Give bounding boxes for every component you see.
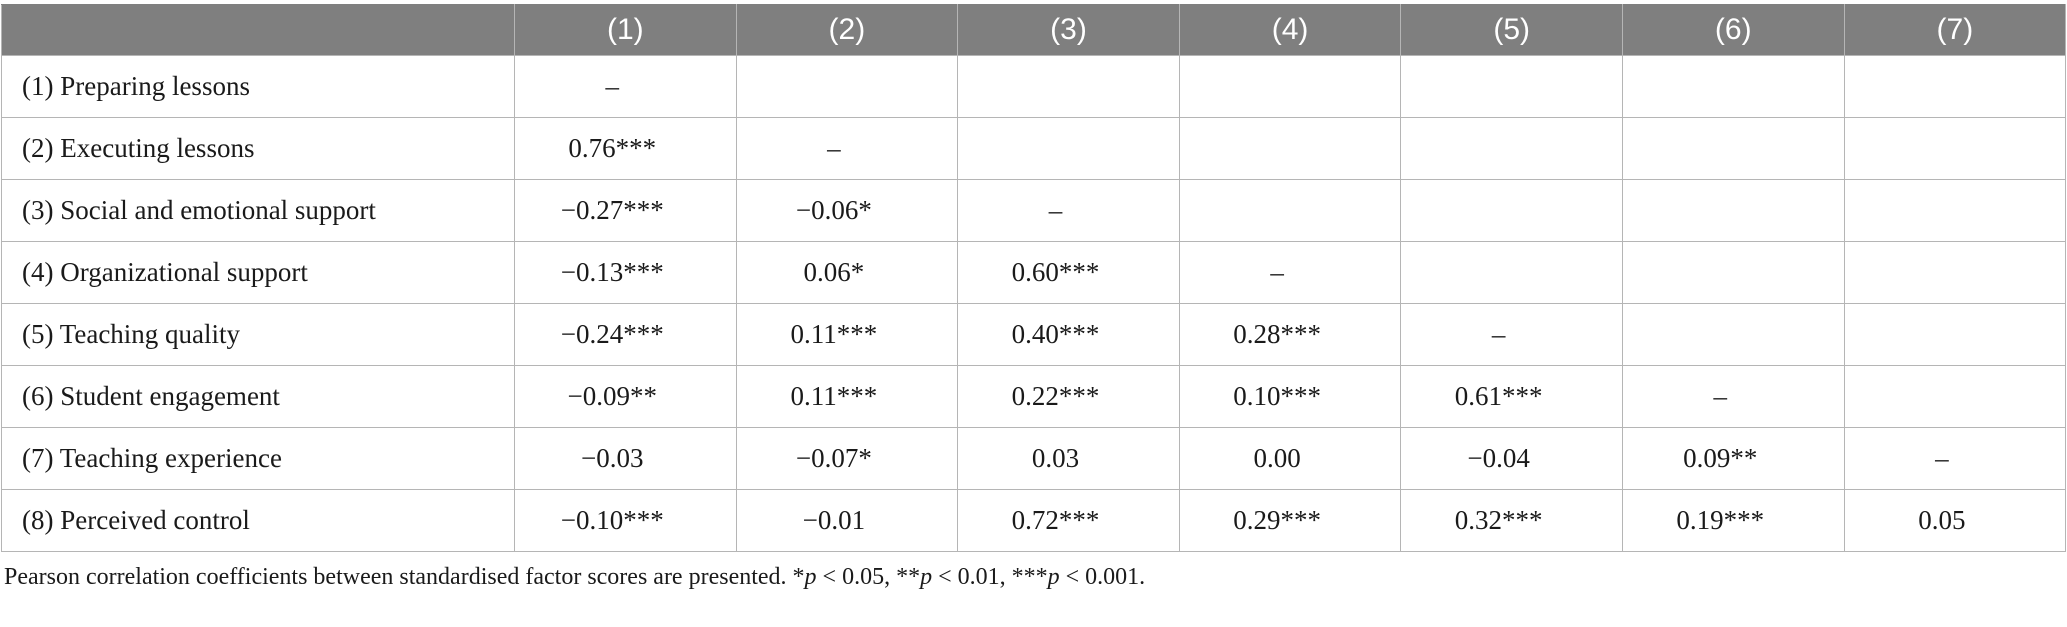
table-cell: 0.11*** [735, 303, 959, 366]
table-row: (6) Student engagement −0.09** 0.11*** 0… [1, 365, 2067, 428]
column-header: (6) [1621, 4, 1845, 56]
column-header: (5) [1400, 4, 1623, 56]
table-cell [735, 55, 959, 118]
table-cell: 0.09** [1621, 427, 1845, 490]
footnote-stars: * [792, 564, 805, 590]
table-row: (5) Teaching quality −0.24*** 0.11*** 0.… [1, 303, 2067, 366]
footnote-p-symbol: p [1047, 564, 1060, 590]
row-label: (6) Student engagement [1, 365, 515, 428]
table-cell [1400, 179, 1623, 242]
table-row: (3) Social and emotional support −0.27**… [1, 179, 2067, 242]
table-cell: – [1843, 427, 2067, 490]
table-cell: 0.29*** [1178, 489, 1402, 552]
column-header: (4) [1178, 4, 1402, 56]
footnote-threshold: < 0.05, [816, 564, 897, 590]
column-header: (2) [735, 4, 959, 56]
table-cell: 0.22*** [957, 365, 1180, 428]
table-cell: −0.27*** [514, 179, 737, 242]
table-cell: 0.10*** [1178, 365, 1402, 428]
table-cell: −0.04 [1400, 427, 1623, 490]
row-label: (2) Executing lessons [1, 117, 515, 180]
table-cell [1843, 241, 2067, 304]
table-cell [1400, 55, 1623, 118]
table-cell: 0.72*** [957, 489, 1180, 552]
header-row: (1) (2) (3) (4) (5) (6) (7) [1, 4, 2067, 56]
table-cell: – [1621, 365, 1845, 428]
row-label: (1) Preparing lessons [1, 55, 515, 118]
table-cell: 0.61*** [1400, 365, 1623, 428]
footnote-p-symbol: p [804, 564, 817, 590]
table-cell [957, 55, 1180, 118]
column-header: (3) [957, 4, 1180, 56]
table-cell [957, 117, 1180, 180]
header-corner-cell [1, 4, 515, 56]
footnote-threshold: < 0.01, [932, 564, 1012, 590]
table-cell [1621, 179, 1845, 242]
table-cell: 0.05 [1843, 489, 2067, 552]
row-label: (5) Teaching quality [1, 303, 515, 366]
table-row: (4) Organizational support −0.13*** 0.06… [1, 241, 2067, 304]
table-cell: – [957, 179, 1180, 242]
table-row: (1) Preparing lessons – [1, 55, 2067, 118]
table-cell [1178, 117, 1402, 180]
table-cell [1178, 55, 1402, 118]
row-label: (4) Organizational support [1, 241, 515, 304]
table-cell: 0.28*** [1178, 303, 1402, 366]
table-cell [1621, 117, 1845, 180]
footnote-text: Pearson correlation coefficients between… [4, 564, 793, 590]
table-cell [1400, 241, 1623, 304]
table-cell: 0.32*** [1400, 489, 1623, 552]
footnote-threshold: < 0.001. [1059, 564, 1146, 590]
table-cell [1621, 241, 1845, 304]
footnote-p-symbol: p [920, 564, 933, 590]
row-label: (8) Perceived control [1, 489, 515, 552]
table-cell: −0.07* [735, 427, 959, 490]
correlation-table: (1) (2) (3) (4) (5) (6) (7) (1) Preparin… [1, 4, 2067, 552]
table-cell: −0.03 [514, 427, 737, 490]
table-cell: 0.11*** [735, 365, 959, 428]
table-cell: – [735, 117, 959, 180]
row-label: (7) Teaching experience [1, 427, 515, 490]
table-cell [1178, 179, 1402, 242]
table-cell: −0.13*** [514, 241, 737, 304]
table-cell: −0.09** [514, 365, 737, 428]
table-cell [1843, 365, 2067, 428]
table-cell: 0.00 [1178, 427, 1402, 490]
table-cell: −0.24*** [514, 303, 737, 366]
table-cell [1843, 117, 2067, 180]
table-cell: 0.06* [735, 241, 959, 304]
table-cell: 0.60*** [957, 241, 1180, 304]
table-cell: 0.40*** [957, 303, 1180, 366]
column-header: (1) [514, 4, 737, 56]
table-cell: −0.01 [735, 489, 959, 552]
table-cell [1621, 55, 1845, 118]
table-cell [1843, 55, 2067, 118]
table-cell: – [514, 55, 737, 118]
table-row: (7) Teaching experience −0.03 −0.07* 0.0… [1, 427, 2067, 490]
table-row: (2) Executing lessons 0.76*** – [1, 117, 2067, 180]
table-footnote: Pearson correlation coefficients between… [4, 564, 2067, 591]
table-cell [1843, 303, 2067, 366]
footnote-stars: ** [896, 564, 921, 590]
table-cell [1621, 303, 1845, 366]
table-cell: – [1400, 303, 1623, 366]
table-cell [1400, 117, 1623, 180]
column-header: (7) [1843, 4, 2067, 56]
table-cell [1843, 179, 2067, 242]
table-cell: 0.03 [957, 427, 1180, 490]
table-cell: 0.76*** [514, 117, 737, 180]
table-cell: −0.10*** [514, 489, 737, 552]
row-label: (3) Social and emotional support [1, 179, 515, 242]
table-cell: – [1178, 241, 1402, 304]
table-cell: 0.19*** [1621, 489, 1845, 552]
footnote-stars: *** [1011, 564, 1048, 590]
table-cell: −0.06* [735, 179, 959, 242]
table-row: (8) Perceived control −0.10*** −0.01 0.7… [1, 489, 2067, 552]
